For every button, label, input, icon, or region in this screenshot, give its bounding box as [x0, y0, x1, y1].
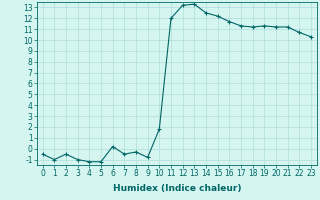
X-axis label: Humidex (Indice chaleur): Humidex (Indice chaleur)	[113, 184, 241, 193]
